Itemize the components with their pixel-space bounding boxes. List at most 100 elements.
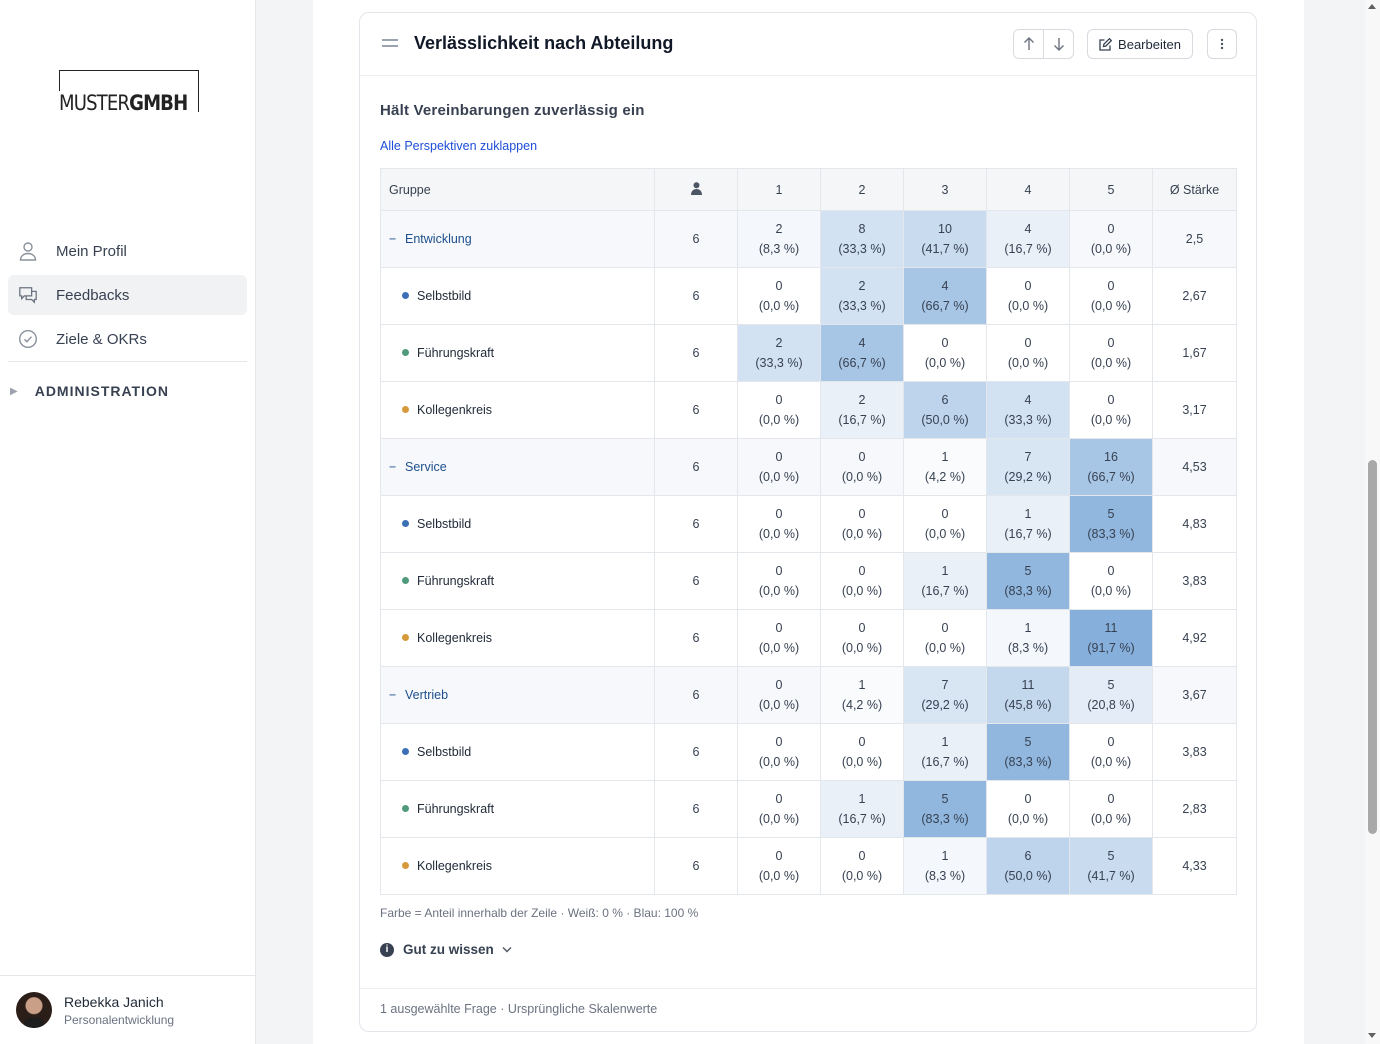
nav-item-feedbacks[interactable]: Feedbacks — [8, 275, 247, 315]
cell-score-4: 1 (16,7 %) — [986, 495, 1070, 553]
color-legend-note: Farbe = Anteil innerhalb der Zeile · Wei… — [380, 906, 699, 920]
cell-group-name: − Service — [380, 438, 655, 496]
scroll-up-arrow-icon[interactable] — [1368, 4, 1376, 9]
cell-count: 0 — [775, 564, 783, 578]
table-group-row: − Entwicklung 6 2 (8,3 %) 8 (33,3 %) 10 (41,7 %)… — [380, 210, 1237, 268]
cell-count: 5 — [941, 792, 949, 806]
scrollbar[interactable] — [1365, 0, 1380, 1044]
perspective-name: Selbstbild — [417, 517, 472, 531]
perspective-dot-icon — [402, 406, 409, 414]
cell-score-3: 10 (41,7 %) — [903, 210, 987, 268]
cell-score-4: 1 (8,3 %) — [986, 609, 1070, 667]
scrollbar-thumb[interactable] — [1368, 460, 1377, 834]
more-options-button[interactable] — [1207, 29, 1237, 59]
move-up-button[interactable] — [1014, 30, 1044, 58]
cell-percent: (0,0 %) — [924, 641, 966, 655]
arrow-up-icon — [1023, 37, 1034, 50]
cell-group-name: − Vertrieb — [380, 666, 655, 724]
cell-respondent-count: 6 — [654, 837, 738, 895]
cell-count: 2 — [858, 393, 866, 407]
cell-count: 2 — [775, 222, 783, 236]
scroll-down-arrow-icon[interactable] — [1368, 1033, 1376, 1038]
cell-percent: (16,7 %) — [1004, 527, 1052, 541]
cell-count: 0 — [775, 792, 783, 806]
cell-count: 0 — [1107, 792, 1115, 806]
cell-count: 0 — [1107, 564, 1115, 578]
cell-score-1: 2 (8,3 %) — [737, 210, 821, 268]
collapse-all-perspectives-link[interactable]: Alle Perspektiven zuklappen — [380, 139, 538, 153]
good-to-know-toggle[interactable]: i Gut zu wissen — [380, 942, 512, 957]
move-down-button[interactable] — [1044, 30, 1073, 58]
table-group-row: − Service 6 0 (0,0 %) 0 (0,0 %) 1 (4,2 %) 7 (29,2 … — [380, 438, 1237, 496]
collapse-minus-icon: − — [389, 232, 397, 246]
cell-count: 0 — [775, 678, 783, 692]
cell-percent: (20,8 %) — [1087, 698, 1135, 712]
cell-group-name: Selbstbild — [380, 723, 655, 781]
cell-percent: (0,0 %) — [758, 698, 800, 712]
cell-percent: (0,0 %) — [841, 470, 883, 484]
nav-section-administration[interactable]: ▶ ADMINISTRATION — [10, 383, 169, 399]
cell-respondent-count: 6 — [654, 609, 738, 667]
column-header-2: 2 — [820, 168, 904, 211]
perspective-dot-icon — [402, 520, 409, 528]
chevron-down-icon — [502, 947, 512, 953]
nav-item-mein-profil[interactable]: Mein Profil — [8, 231, 247, 271]
group-toggle-link[interactable]: − Vertrieb — [389, 688, 448, 702]
logo-text-bold: GMBH — [129, 91, 188, 115]
cell-score-2: 0 (0,0 %) — [820, 609, 904, 667]
cell-count: 1 — [941, 450, 949, 464]
check-circle-icon — [18, 329, 38, 349]
cell-count: 0 — [941, 507, 949, 521]
perspective-name: Kollegenkreis — [417, 403, 493, 417]
nav-item-label: Feedbacks — [56, 286, 130, 304]
company-logo[interactable]: MUSTERGMBH — [59, 70, 199, 115]
group-toggle-link[interactable]: − Entwicklung — [389, 232, 472, 246]
cell-count: 1 — [941, 564, 949, 578]
cell-percent: (91,7 %) — [1087, 641, 1135, 655]
cell-count: 1 — [858, 678, 866, 692]
perspective-dot-icon — [402, 862, 409, 870]
cell-score-3: 4 (66,7 %) — [903, 267, 987, 325]
nav-item-ziele-okrs[interactable]: Ziele & OKRs — [8, 319, 247, 359]
cell-count: 0 — [1024, 336, 1032, 350]
edit-button[interactable]: Bearbeiten — [1087, 29, 1193, 59]
cell-score-5: 5 (41,7 %) — [1069, 837, 1153, 895]
cell-percent: (0,0 %) — [841, 869, 883, 883]
group-toggle-link[interactable]: − Service — [389, 460, 447, 474]
results-table: Gruppe 1 2 3 4 5 Ø Stärke − Entwicklung 6 2… — [380, 168, 1237, 895]
cell-percent: (50,0 %) — [1004, 869, 1052, 883]
cell-respondent-count: 6 — [654, 324, 738, 382]
cell-percent: (16,7 %) — [921, 755, 969, 769]
cell-score-1: 0 (0,0 %) — [737, 381, 821, 439]
cell-percent: (16,7 %) — [921, 584, 969, 598]
cell-percent: (0,0 %) — [758, 641, 800, 655]
cell-count: 0 — [1107, 735, 1115, 749]
cell-percent: (83,3 %) — [921, 812, 969, 826]
cell-count: 11 — [1021, 678, 1035, 692]
perspective-name: Selbstbild — [417, 289, 472, 303]
table-row: Kollegenkreis 6 0 (0,0 %) 2 (16,7 %) 6 (50,0 %)… — [380, 381, 1237, 439]
cell-count: 7 — [941, 678, 949, 692]
cell-count: 5 — [1024, 735, 1032, 749]
cell-score-4: 5 (83,3 %) — [986, 552, 1070, 610]
cell-group-name: Selbstbild — [380, 267, 655, 325]
cell-avg-strength: 3,17 — [1152, 381, 1237, 439]
cell-count: 0 — [1024, 279, 1032, 293]
cell-score-2: 0 (0,0 %) — [820, 495, 904, 553]
perspective-name: Kollegenkreis — [417, 631, 493, 645]
column-header-gruppe: Gruppe — [380, 168, 655, 211]
cell-percent: (8,3 %) — [758, 242, 800, 256]
cell-avg-strength: 4,83 — [1152, 495, 1237, 553]
cell-percent: (41,7 %) — [921, 242, 969, 256]
nav-divider — [8, 361, 247, 362]
cell-score-1: 0 (0,0 %) — [737, 267, 821, 325]
table-group-row: − Vertrieb 6 0 (0,0 %) 1 (4,2 %) 7 (29,2 %) 11 (45… — [380, 666, 1237, 724]
user-icon — [18, 241, 38, 261]
cell-score-3: 6 (50,0 %) — [903, 381, 987, 439]
cell-score-4: 4 (33,3 %) — [986, 381, 1070, 439]
perspective-dot-icon — [402, 805, 409, 813]
drag-handle-icon[interactable] — [382, 39, 398, 47]
user-profile[interactable]: Rebekka Janich Personalentwicklung — [0, 975, 255, 1044]
cell-count: 0 — [775, 735, 783, 749]
cell-count: 1 — [1024, 621, 1032, 635]
